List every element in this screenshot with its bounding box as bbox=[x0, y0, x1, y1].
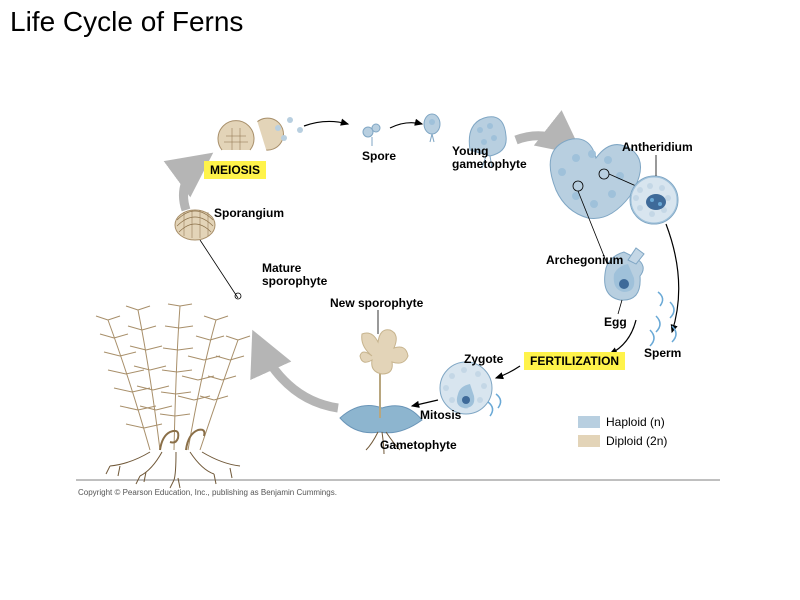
fertilization-highlight: FERTILIZATION bbox=[524, 352, 625, 370]
sporangium-open-icon bbox=[218, 114, 303, 155]
legend-haploid-text: Haploid (n) bbox=[606, 415, 665, 429]
sperm-label: Sperm bbox=[644, 346, 681, 360]
legend-diploid-swatch bbox=[578, 435, 600, 447]
antheridium-label: Antheridium bbox=[622, 140, 693, 154]
mature-sporophyte-label: Mature sporophyte bbox=[262, 262, 327, 288]
young-gametophyte-label: Young gametophyte bbox=[452, 145, 527, 171]
legend-diploid-text: Diploid (2n) bbox=[606, 434, 667, 448]
spore-icon bbox=[363, 124, 380, 146]
zygote-label: Zygote bbox=[464, 352, 503, 366]
sporangium-closed-icon bbox=[175, 210, 215, 240]
young-gametophyte-small-icon bbox=[424, 114, 440, 142]
arrow-spore-young bbox=[390, 123, 422, 128]
arrow-newspor-mature bbox=[256, 338, 338, 408]
legend-diploid-label: Diploid (2n) bbox=[606, 434, 667, 448]
gametophyte-label: Gametophyte bbox=[380, 438, 457, 452]
new-sporophyte-icon bbox=[340, 330, 422, 454]
mature-sporophyte-text: Mature sporophyte bbox=[262, 261, 327, 288]
spore-label: Spore bbox=[362, 149, 396, 163]
archegonium-label: Archegonium bbox=[546, 253, 623, 267]
new-sporophyte-label: New sporophyte bbox=[330, 296, 423, 310]
legend-haploid-label: Haploid (n) bbox=[606, 415, 665, 429]
arrow-sporangium-meiosis bbox=[184, 158, 207, 210]
leader-mature-sporangium bbox=[200, 240, 238, 298]
egg-label: Egg bbox=[604, 315, 627, 329]
leader-egg bbox=[618, 300, 622, 314]
sperm-icon bbox=[650, 292, 676, 346]
young-gametophyte-text: Young gametophyte bbox=[452, 144, 527, 171]
antheridium-icon bbox=[630, 176, 678, 224]
mature-sporophyte-icon bbox=[96, 293, 250, 488]
arrow-meiosis-spore bbox=[304, 121, 348, 126]
legend-haploid-swatch bbox=[578, 416, 600, 428]
meiosis-highlight: MEIOSIS bbox=[204, 161, 266, 179]
arrow-zygote-mitosis bbox=[412, 400, 438, 406]
arrow-fert-zygote bbox=[496, 366, 520, 378]
sporangium-label: Sporangium bbox=[214, 206, 284, 220]
mitosis-label: Mitosis bbox=[420, 408, 461, 422]
copyright-text: Copyright © Pearson Education, Inc., pub… bbox=[78, 488, 337, 497]
